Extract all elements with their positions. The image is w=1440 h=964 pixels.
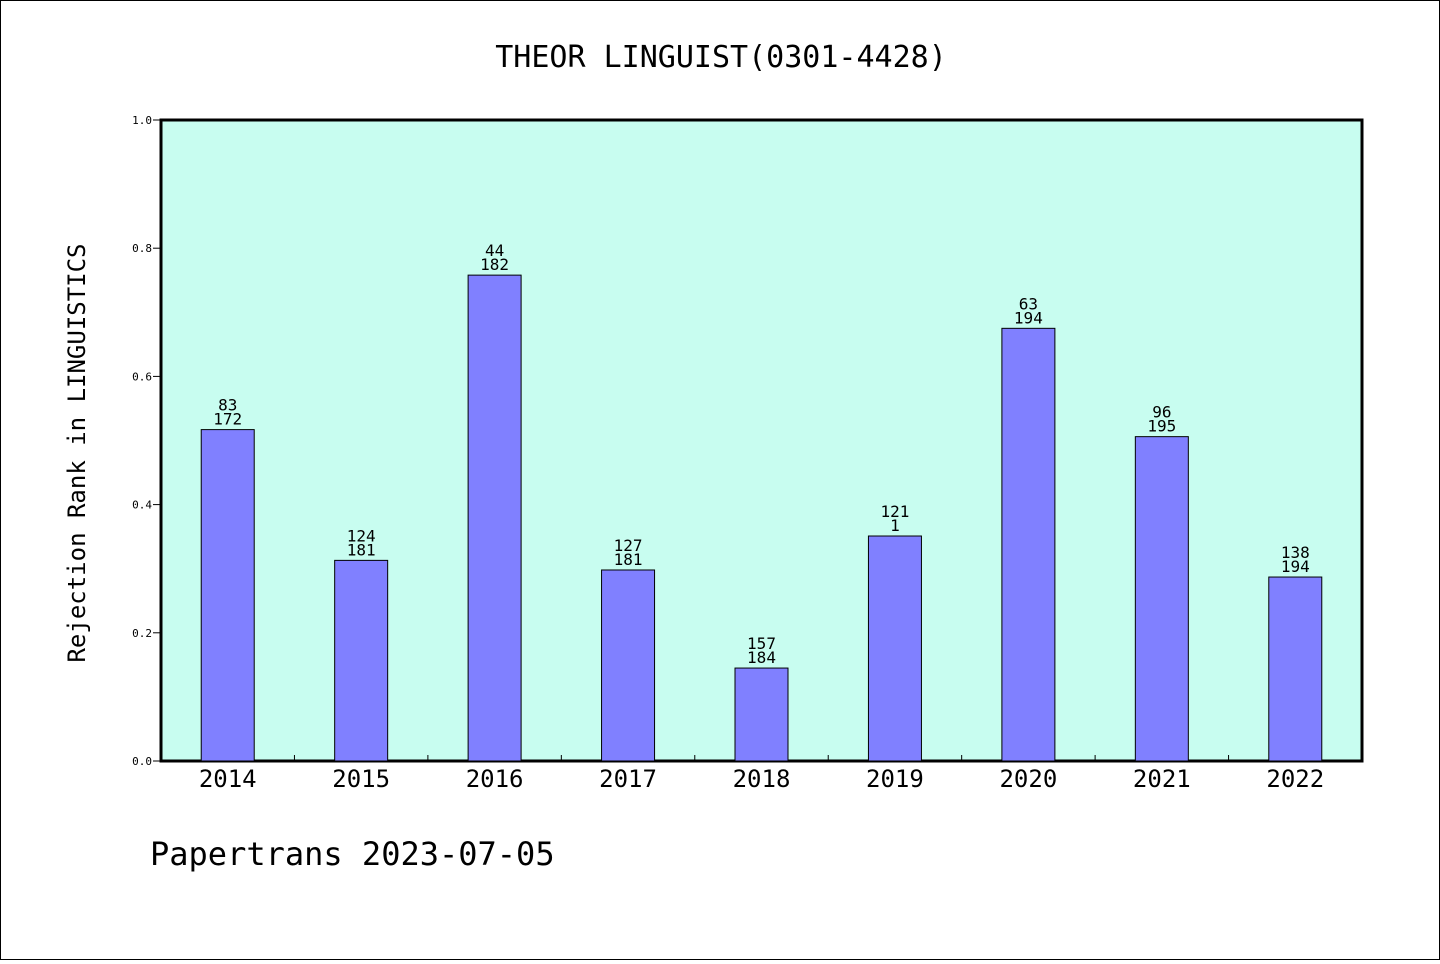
bar: [1001, 327, 1056, 762]
bar-annotation-bottom: 181: [614, 550, 643, 569]
x-tick-label: 2021: [1133, 765, 1191, 793]
x-tick-label: 2022: [1266, 765, 1324, 793]
bar: [734, 667, 789, 762]
bar-annotation-bottom: 182: [480, 255, 509, 274]
bars-group: [200, 274, 1323, 762]
y-tick-label: 1.0: [132, 114, 152, 127]
y-tick-label: 0.4: [132, 499, 152, 512]
bar-annotation-bottom: 184: [747, 648, 776, 667]
bar-annotation-top: 138: [1281, 543, 1310, 562]
bar-annotation-top: 124: [347, 526, 376, 545]
bar: [467, 274, 522, 762]
bar-annotation-top: 121: [880, 502, 909, 521]
bar-annotation-top: 96: [1152, 403, 1171, 422]
bar-annotation-bottom: 195: [1147, 417, 1176, 436]
bar-annotation-bottom: 181: [347, 540, 376, 559]
bar: [867, 535, 922, 762]
y-tick-label: 0.2: [132, 627, 152, 640]
x-tick-label: 2015: [332, 765, 390, 793]
bar-annotation-top: 63: [1019, 294, 1038, 313]
bar-annotation-top: 157: [747, 634, 776, 653]
x-tick-label: 2019: [866, 765, 924, 793]
x-axis: 2014 2015 2016 2017 2018 2019 2020 2021 2022: [199, 755, 1324, 793]
bar: [601, 569, 656, 762]
y-tick-label: 0.0: [132, 755, 152, 768]
bar-annotation-bottom: 1: [890, 516, 900, 535]
x-tick-label: 2017: [599, 765, 657, 793]
bar-annotation-bottom: 194: [1281, 557, 1310, 576]
y-tick-label: 0.6: [132, 370, 152, 383]
y-axis-label: Rejection Rank in LINGUISTICS: [63, 243, 91, 662]
y-tick-label: 0.8: [132, 242, 152, 255]
bar-annotation-top: 127: [614, 536, 643, 555]
x-tick-label: 2018: [733, 765, 791, 793]
chart-title: THEOR LINGUIST(0301-4428): [495, 40, 947, 75]
x-tick-label: 2014: [199, 765, 257, 793]
y-axis: 0.0 0.2 0.4 0.6 0.8 1.0: [132, 114, 161, 768]
x-tick-label: 2020: [999, 765, 1057, 793]
bar-annotation-bottom: 172: [213, 410, 242, 429]
footer-text: Papertrans 2023-07-05: [150, 835, 555, 873]
annotations-group: 8317212418144182127181157184121163194961…: [213, 241, 1309, 667]
bar-annotation-bottom: 194: [1014, 308, 1043, 327]
bar: [334, 559, 389, 762]
bar-annotation-top: 44: [485, 241, 504, 260]
bar: [1134, 436, 1189, 762]
bar: [200, 429, 255, 762]
bar-annotation-top: 83: [218, 396, 237, 415]
x-tick-label: 2016: [466, 765, 524, 793]
bar: [1268, 576, 1323, 762]
